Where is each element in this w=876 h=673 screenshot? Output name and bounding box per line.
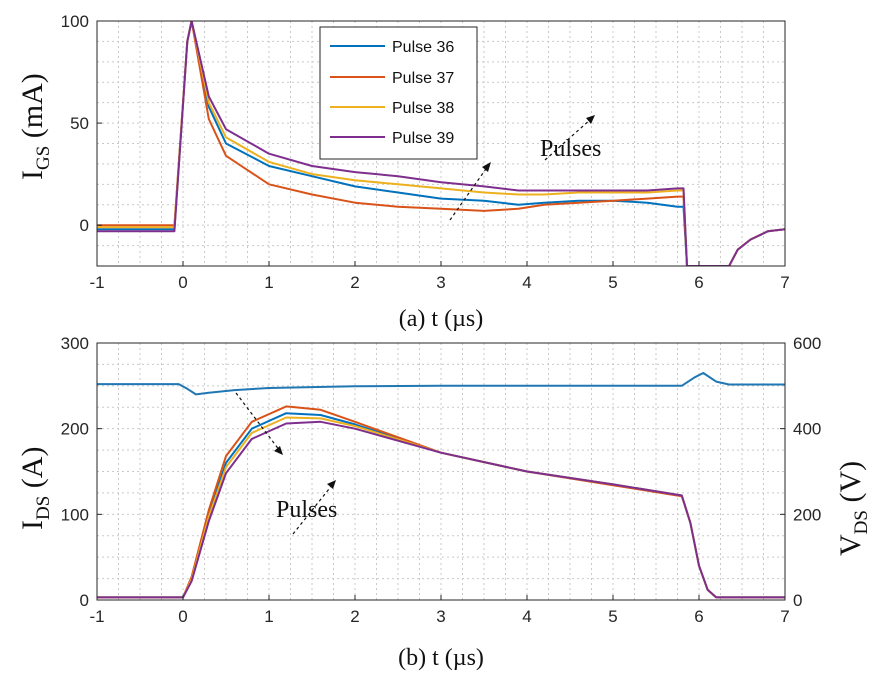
series-pulse-39 — [97, 420, 785, 599]
y2-tick-label: 600 — [793, 334, 821, 353]
panel-b-y-axis-label: IDS (A) — [16, 447, 54, 530]
panel-b-plot-area — [97, 343, 785, 600]
panel-a-pulses-annotation: Pulses — [540, 136, 601, 162]
x-tick-label: 3 — [436, 273, 445, 292]
panel-a-series — [97, 21, 785, 266]
panel-b-arrow-1 — [235, 392, 281, 452]
panel-a: -1 0 1 2 3 4 5 6 7 0 50 100 IGS (mA) (a) t (µs) Pu… — [16, 12, 790, 332]
x-tick-label: 5 — [608, 607, 617, 626]
panel-b-arrow-2 — [292, 483, 334, 535]
x-tick-label: 3 — [436, 607, 445, 626]
x-tick-label: 0 — [178, 607, 187, 626]
series-pulse-37 — [97, 21, 785, 266]
y-tick-label: 50 — [70, 114, 89, 133]
legend-label-pulse-36: Pulse 36 — [392, 39, 454, 56]
panel-a-arrowhead-2 — [586, 115, 595, 124]
panel-a-y-axis-label: IGS (mA) — [16, 73, 54, 180]
legend-label-pulse-37: Pulse 37 — [392, 70, 454, 87]
panel-b-x-caption: (b) t (µs) — [398, 645, 484, 671]
x-tick-label: 4 — [522, 273, 531, 292]
y-tick-label: 0 — [80, 591, 89, 610]
legend-box — [319, 26, 478, 160]
x-tick-label: 2 — [350, 607, 359, 626]
panel-b-series — [97, 372, 785, 599]
x-tick-label: 1 — [264, 273, 273, 292]
y2-tick-label: 400 — [793, 420, 821, 439]
y-tick-label: 100 — [61, 12, 89, 31]
panel-a-x-ticks: -1 0 1 2 3 4 5 6 7 — [89, 261, 790, 292]
x-tick-label: 6 — [694, 607, 703, 626]
x-tick-label: 7 — [780, 273, 789, 292]
x-tick-label: 2 — [350, 273, 359, 292]
panel-b-x-ticks: -1 0 1 2 3 4 5 6 7 — [89, 595, 790, 626]
y-tick-label: 300 — [61, 334, 89, 353]
panel-b-y2-axis-label: VDS (V) — [834, 461, 872, 556]
series-pulse-36 — [97, 21, 785, 266]
panel-b-arrowhead-1 — [274, 446, 283, 455]
legend-label-pulse-39: Pulse 39 — [392, 130, 454, 147]
x-tick-label: 1 — [264, 607, 273, 626]
panel-a-arrowhead-1 — [482, 162, 491, 172]
x-tick-label: 0 — [178, 273, 187, 292]
legend: Pulse 36 Pulse 37 Pulse 38 Pulse 39 — [319, 26, 478, 160]
panel-a-y-ticks: 0 50 100 — [61, 12, 102, 235]
y-tick-label: 200 — [61, 420, 89, 439]
x-tick-label: 4 — [522, 607, 531, 626]
panel-b-y-ticks: 0 100 200 300 — [61, 334, 102, 610]
panel-b-arrowhead-2 — [327, 480, 336, 489]
y-tick-label: 100 — [61, 505, 89, 524]
series-pulse-38 — [97, 21, 785, 266]
panel-a-x-caption: (a) t (µs) — [399, 306, 483, 332]
x-tick-label: -1 — [89, 607, 104, 626]
panel-b-y2-ticks: 0 200 400 600 — [780, 334, 821, 610]
vds-trace — [97, 372, 785, 396]
panel-a-arrow-1 — [449, 165, 489, 221]
y2-tick-label: 200 — [793, 505, 821, 524]
x-tick-label: 6 — [694, 273, 703, 292]
y-tick-label: 0 — [80, 216, 89, 235]
legend-label-pulse-38: Pulse 38 — [392, 100, 454, 117]
panel-b-pulses-annotation: Pulses — [276, 497, 337, 523]
panel-a-arrow-2 — [544, 117, 593, 161]
x-tick-label: 7 — [780, 607, 789, 626]
y2-tick-label: 0 — [793, 591, 802, 610]
x-tick-label: -1 — [89, 273, 104, 292]
x-tick-label: 5 — [608, 273, 617, 292]
series-pulse-39 — [97, 21, 785, 266]
